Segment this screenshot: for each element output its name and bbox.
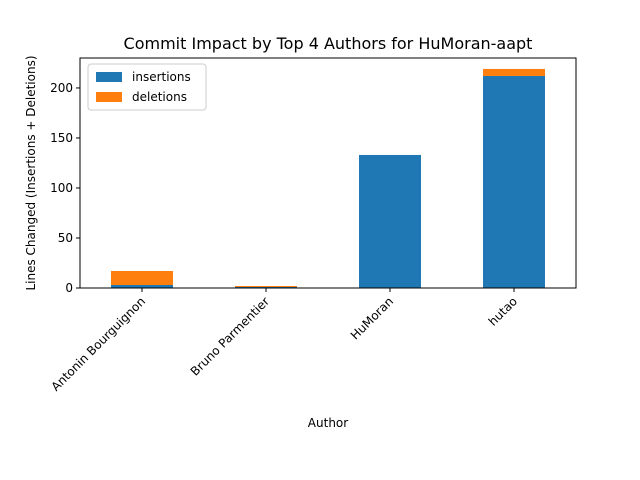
legend-label-deletions: deletions <box>132 90 187 104</box>
legend-swatch-insertions <box>96 72 122 82</box>
bar-insertions-3 <box>483 75 545 288</box>
plot-area-frame <box>79 57 577 289</box>
y-tick-label: 200 <box>50 81 73 95</box>
y-axis-label: Lines Changed (Insertions + Deletions) <box>24 55 38 290</box>
legend-label-insertions: insertions <box>132 70 191 84</box>
x-tick-label: Antonin Bourguignon <box>49 294 149 394</box>
x-axis-label: Author <box>308 416 348 430</box>
x-tick-label: hutao <box>486 294 520 328</box>
bar-insertions-1 <box>235 286 297 288</box>
bar-deletions-0 <box>111 270 173 285</box>
bar-deletions-3 <box>483 68 545 76</box>
bar-insertions-0 <box>111 284 173 288</box>
bars-group <box>111 68 545 288</box>
legend-swatch-deletions <box>96 92 122 102</box>
legend: insertions deletions <box>87 63 207 111</box>
bar-deletions-1 <box>235 285 297 287</box>
y-tick-label: 150 <box>50 131 73 145</box>
x-tick-label: HuMoran <box>348 294 396 342</box>
x-axis: Antonin Bourguignon Bruno Parmentier HuMor… <box>49 288 520 394</box>
y-tick-label: 100 <box>50 181 73 195</box>
bar-insertions-2 <box>359 154 421 288</box>
y-axis: 0 50 100 150 200 <box>50 81 80 295</box>
x-tick-label: Bruno Parmentier <box>188 294 272 378</box>
y-tick-label: 0 <box>65 281 73 295</box>
chart-title: Commit Impact by Top 4 Authors for HuMor… <box>124 34 533 53</box>
y-tick-label: 50 <box>58 231 73 245</box>
